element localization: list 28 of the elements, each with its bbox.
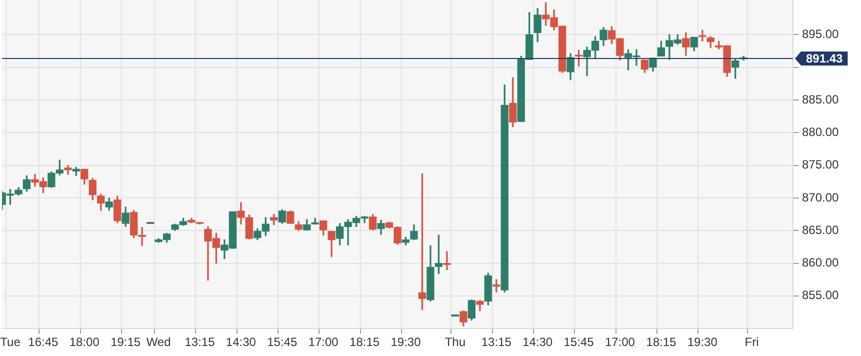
y-tick-label: 875.00 <box>802 158 840 172</box>
y-tick-label: 865.00 <box>802 222 840 237</box>
ref-line-label: 891.43 <box>806 51 844 66</box>
y-tick-label: 860.00 <box>802 256 840 270</box>
x-tick-label: 17:00 <box>604 335 636 350</box>
x-tick-label: 15:45 <box>267 335 298 350</box>
y-tick-label: 855.00 <box>802 288 840 302</box>
x-tick-label: 14:30 <box>522 335 553 350</box>
x-tick-label: Tue <box>0 335 21 350</box>
x-tick-label: 14:30 <box>226 335 256 350</box>
x-tick-label: 18:15 <box>646 335 677 350</box>
x-tick-label: 16:45 <box>28 335 59 350</box>
y-tick-label: 885.00 <box>802 92 840 106</box>
y-tick-label: 870.00 <box>802 190 840 204</box>
x-tick-label: 15:45 <box>564 335 594 350</box>
x-tick-label: 18:00 <box>69 335 100 350</box>
x-tick-label: Wed <box>146 335 171 350</box>
x-tick-label: 13:15 <box>481 335 512 350</box>
x-tick-label: 18:15 <box>350 335 380 350</box>
x-tick-label: 19:15 <box>110 335 141 350</box>
x-tick-label: Fri <box>744 335 759 350</box>
x-tick-label: 19:30 <box>390 335 422 350</box>
x-tick-label: 17:00 <box>308 335 339 350</box>
y-tick-label: 895.00 <box>802 26 840 41</box>
x-tick-label: 13:15 <box>184 335 216 350</box>
x-tick-label: 19:30 <box>687 335 718 350</box>
x-tick-label: Thu <box>444 335 466 350</box>
y-tick-label: 880.00 <box>802 124 840 139</box>
